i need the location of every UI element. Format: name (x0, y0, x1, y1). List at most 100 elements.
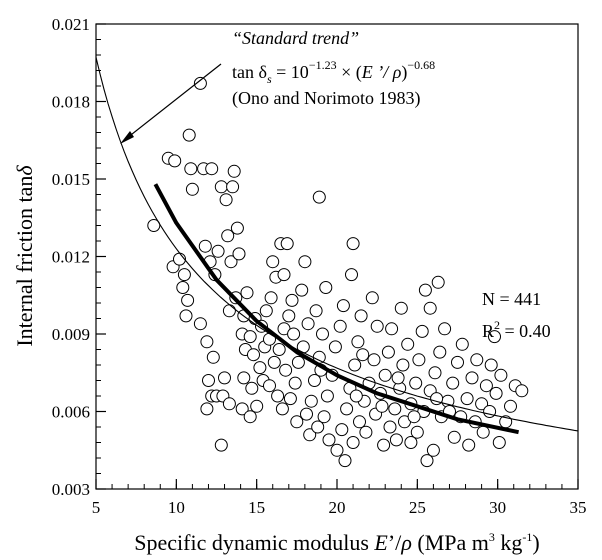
x-axis-title-mid: ’/ (388, 530, 402, 555)
data-point (410, 425, 424, 439)
data-point (317, 410, 331, 424)
data-point (351, 335, 365, 349)
standard-trend-label: “Standard trend” (232, 28, 359, 48)
data-point (222, 397, 236, 411)
data-point (375, 399, 389, 413)
data-point (301, 317, 315, 331)
data-point (227, 164, 241, 178)
data-point (447, 430, 461, 444)
y-tick-label: 0.009 (52, 325, 90, 344)
data-point (219, 193, 233, 207)
data-point (243, 410, 257, 424)
data-point (409, 376, 423, 390)
y-tick-label: 0.012 (52, 248, 90, 267)
data-point (460, 392, 474, 406)
data-point (431, 275, 445, 289)
data-point (476, 425, 490, 439)
data-point (200, 402, 214, 416)
data-point (230, 221, 244, 235)
data-point (226, 180, 240, 194)
data-point (309, 304, 323, 318)
data-point (455, 337, 469, 351)
data-point (367, 353, 381, 367)
y-axis-title-text: Internal friction tan (12, 176, 37, 347)
data-point (492, 436, 506, 449)
data-point (287, 327, 301, 341)
data-point (308, 374, 321, 387)
data-point (383, 420, 397, 434)
data-point (345, 268, 358, 282)
y-tick-label: 0.021 (52, 15, 90, 34)
y-axis-title: Internal friction tanδ (12, 165, 37, 347)
formula-lhs: tan δ (232, 62, 267, 82)
formula-times: × ( (337, 62, 362, 83)
data-point (346, 237, 360, 251)
data-point (280, 237, 294, 251)
data-point (193, 76, 207, 90)
data-point (271, 389, 285, 403)
data-point (388, 402, 402, 416)
data-point (446, 376, 460, 390)
data-point (488, 330, 501, 344)
data-point (206, 350, 220, 364)
y-tick-label: 0.003 (52, 480, 90, 499)
data-point (185, 182, 199, 196)
data-point (322, 433, 336, 447)
data-point (349, 389, 363, 403)
stat-r2: R2 = 0.40 (482, 318, 551, 341)
data-point (353, 415, 366, 429)
x-tick-label: 30 (489, 498, 506, 517)
data-point (426, 443, 440, 457)
data-point (182, 128, 196, 142)
data-point (370, 319, 384, 333)
data-point (340, 402, 354, 416)
data-point (285, 293, 299, 307)
data-point (275, 402, 289, 416)
x-tick-label: 35 (570, 498, 587, 517)
data-point (221, 229, 235, 243)
data-point (385, 322, 399, 336)
x-tick-label: 5 (92, 498, 101, 517)
x-axis-title-close: ) (532, 530, 539, 555)
standard-trend-formula: tan δs = 10−1.23 × (E ’/ ρ)−0.68 (232, 58, 435, 86)
data-point (250, 399, 264, 413)
data-point (247, 348, 260, 362)
formula-var: E ’/ ρ (361, 62, 402, 82)
data-point (348, 358, 362, 372)
data-point (205, 162, 219, 176)
data-point (202, 374, 215, 387)
data-point (253, 361, 267, 375)
data-point (282, 309, 296, 323)
data-point (218, 371, 231, 385)
stat-r2-base: R (482, 321, 494, 341)
data-point (316, 327, 329, 341)
data-point (235, 402, 249, 416)
data-point (279, 363, 293, 377)
data-point (295, 283, 309, 297)
x-axis-title-exp1: 3 (489, 530, 495, 544)
data-point (214, 180, 228, 194)
x-tick-label: 25 (409, 498, 426, 517)
x-axis-title-unit2: kg (495, 530, 523, 555)
data-point (381, 345, 395, 359)
formula-coef-exp: −1.23 (309, 58, 337, 72)
data-point (328, 340, 342, 354)
data-point (438, 322, 452, 336)
data-point (354, 309, 368, 323)
data-point (489, 386, 503, 400)
data-point (222, 304, 236, 318)
data-point (389, 433, 403, 447)
data-point (211, 244, 225, 258)
data-point (237, 371, 251, 385)
data-point (504, 399, 517, 413)
data-point (312, 190, 326, 204)
data-point (272, 343, 286, 356)
data-point (176, 281, 190, 294)
data-point (415, 324, 429, 338)
data-point (224, 255, 238, 269)
data-point (420, 454, 434, 468)
data-point (338, 454, 352, 468)
data-point (288, 376, 302, 390)
data-point (333, 319, 347, 333)
